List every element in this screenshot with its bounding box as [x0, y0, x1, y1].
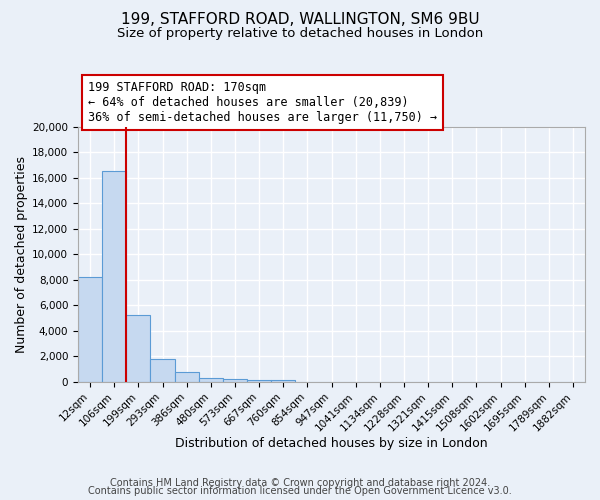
- Text: 199 STAFFORD ROAD: 170sqm
← 64% of detached houses are smaller (20,839)
36% of s: 199 STAFFORD ROAD: 170sqm ← 64% of detac…: [88, 82, 437, 124]
- Text: Contains HM Land Registry data © Crown copyright and database right 2024.: Contains HM Land Registry data © Crown c…: [110, 478, 490, 488]
- Bar: [78, 277, 102, 382]
- Text: Contains public sector information licensed under the Open Government Licence v3: Contains public sector information licen…: [88, 486, 512, 496]
- Bar: [247, 380, 271, 382]
- Bar: [199, 378, 223, 382]
- Bar: [223, 379, 247, 382]
- Bar: [271, 380, 295, 382]
- Y-axis label: Number of detached properties: Number of detached properties: [15, 156, 28, 352]
- X-axis label: Distribution of detached houses by size in London: Distribution of detached houses by size …: [175, 437, 488, 450]
- Bar: [126, 316, 151, 382]
- Text: Size of property relative to detached houses in London: Size of property relative to detached ho…: [117, 28, 483, 40]
- Bar: [175, 372, 199, 382]
- Bar: [102, 172, 126, 382]
- Text: 199, STAFFORD ROAD, WALLINGTON, SM6 9BU: 199, STAFFORD ROAD, WALLINGTON, SM6 9BU: [121, 12, 479, 28]
- Bar: [151, 360, 175, 382]
